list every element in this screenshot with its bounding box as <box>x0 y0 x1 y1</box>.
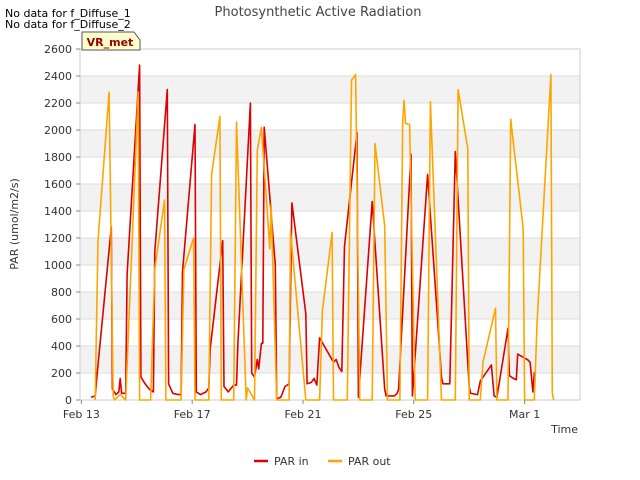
grid-band <box>80 292 580 319</box>
y-tick-label: 0 <box>65 394 72 407</box>
y-tick-label: 800 <box>51 286 72 299</box>
site-badge: VR_met <box>81 31 141 51</box>
grid-band <box>80 76 580 103</box>
y-tick-label: 2400 <box>44 70 72 83</box>
y-tick-label: 200 <box>51 367 72 380</box>
grid-bands <box>80 76 580 373</box>
series-line-par-out <box>94 73 555 401</box>
series-line-par-in <box>90 64 537 400</box>
x-tick-label: Feb 17 <box>174 408 211 421</box>
plot-area-frame <box>79 48 581 401</box>
chart-title: Photosynthetic Active Radiation <box>215 5 422 20</box>
y-tick-label: 1400 <box>44 205 72 218</box>
legend-label-par-in: PAR in <box>274 455 309 468</box>
x-tick-label: Mar 1 <box>509 408 540 421</box>
y-tick-label: 2600 <box>44 43 72 56</box>
no-data-message-1: No data for f_Diffuse_1 <box>5 7 131 20</box>
y-tick-label: 400 <box>51 340 72 353</box>
series-lines <box>90 64 555 401</box>
x-tick-label: Feb 25 <box>395 408 432 421</box>
y-tick-label: 2200 <box>44 97 72 110</box>
legend-label-par-out: PAR out <box>348 455 391 468</box>
grid-band <box>80 130 580 157</box>
x-tick-label: Feb 13 <box>63 408 100 421</box>
site-badge-label: VR_met <box>87 36 134 49</box>
x-axis-label: Time <box>550 423 578 436</box>
legend: PAR in PAR out <box>254 455 391 468</box>
no-data-message-2: No data for f_Diffuse_2 <box>5 18 131 31</box>
y-tick-label: 600 <box>51 313 72 326</box>
x-axis-ticks: Feb 13 Feb 17 Feb 21 Feb 25 Mar 1 <box>63 400 540 421</box>
y-tick-label: 1800 <box>44 151 72 164</box>
grid-band <box>80 184 580 211</box>
y-tick-label: 1600 <box>44 178 72 191</box>
y-axis-label: PAR (umol/m2/s) <box>8 178 21 270</box>
y-tick-label: 1200 <box>44 232 72 245</box>
site-badge-box <box>81 31 141 51</box>
y-axis-ticks: 0 200 400 600 800 1000 1200 1400 1600 1800 2000 220… <box>44 43 80 407</box>
x-tick-label: Feb 21 <box>284 408 321 421</box>
y-tick-label: 1000 <box>44 259 72 272</box>
y-tick-label: 2000 <box>44 124 72 137</box>
